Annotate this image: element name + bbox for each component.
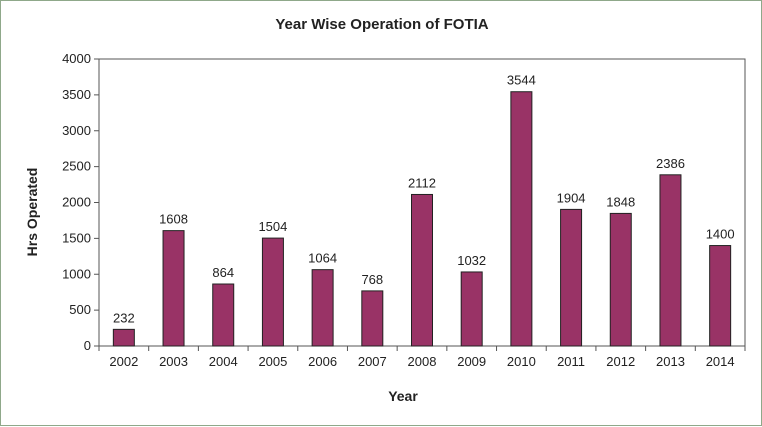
- x-tick-label: 2002: [109, 354, 138, 369]
- bar-value-label: 1504: [258, 219, 287, 234]
- y-tick-label: 2500: [62, 159, 91, 174]
- bar: [361, 290, 384, 347]
- bar: [411, 193, 433, 347]
- x-tick-label: 2014: [706, 354, 735, 369]
- bar-value-label: 864: [212, 265, 234, 280]
- x-tick-label: 2009: [457, 354, 486, 369]
- bar: [112, 328, 135, 347]
- y-tick-label: 500: [69, 302, 91, 317]
- bar-value-label: 3544: [507, 73, 536, 88]
- y-tick-label: 1500: [62, 230, 91, 245]
- bar-value-label: 232: [113, 310, 135, 325]
- bar: [560, 208, 583, 347]
- chart-title: Year Wise Operation of FOTIA: [275, 16, 488, 33]
- bar-value-label: 768: [361, 272, 383, 287]
- x-tick-label: 2005: [258, 354, 287, 369]
- bar: [709, 245, 732, 347]
- x-axis-label: Year: [388, 388, 418, 404]
- y-tick-label: 2000: [62, 195, 91, 210]
- bar-value-label: 2386: [656, 156, 685, 171]
- y-tick-label: 3500: [62, 87, 91, 102]
- x-tick-label: 2003: [159, 354, 188, 369]
- x-axis: 2002 2003 2004 2005 2006 2007 2008 2009 2010 2011…: [98, 346, 746, 369]
- bar: [261, 237, 284, 347]
- bar-value-label: 1848: [606, 194, 635, 209]
- bar-value-label: 2112: [408, 175, 436, 190]
- y-tick-label: 3000: [62, 123, 91, 138]
- bar: [460, 271, 483, 347]
- x-tick-label: 2013: [656, 354, 685, 369]
- x-tick-label: 2008: [408, 354, 437, 369]
- bar-value-label: 1064: [308, 251, 337, 266]
- y-tick-label: 1000: [62, 266, 91, 281]
- y-axis-label: Hrs Operated: [24, 168, 40, 257]
- bars-group: [112, 91, 732, 347]
- bar-value-label: 1400: [706, 227, 735, 242]
- bar: [510, 91, 533, 347]
- x-tick-label: 2011: [557, 354, 585, 369]
- bar-value-label: 1608: [159, 212, 188, 227]
- bar: [311, 269, 334, 347]
- bar-value-label: 1904: [557, 190, 586, 205]
- x-tick-label: 2012: [606, 354, 635, 369]
- y-axis: 0 500 1000 1500 2000 2500 3000 3500 4000: [62, 51, 99, 353]
- x-tick-label: 2004: [209, 354, 238, 369]
- bar-value-label: 1032: [457, 253, 486, 268]
- x-tick-label: 2006: [308, 354, 337, 369]
- bar: [609, 212, 632, 347]
- bar: [162, 230, 185, 347]
- data-labels-group: 232 1608 864 1504 1064 768 2112 1032 3544 1904 184…: [113, 73, 735, 326]
- y-tick-label: 4000: [62, 51, 91, 66]
- bar: [659, 174, 682, 347]
- bar: [212, 283, 235, 347]
- x-tick-label: 2007: [358, 354, 387, 369]
- x-tick-label: 2010: [507, 354, 536, 369]
- y-tick-label: 0: [84, 338, 91, 353]
